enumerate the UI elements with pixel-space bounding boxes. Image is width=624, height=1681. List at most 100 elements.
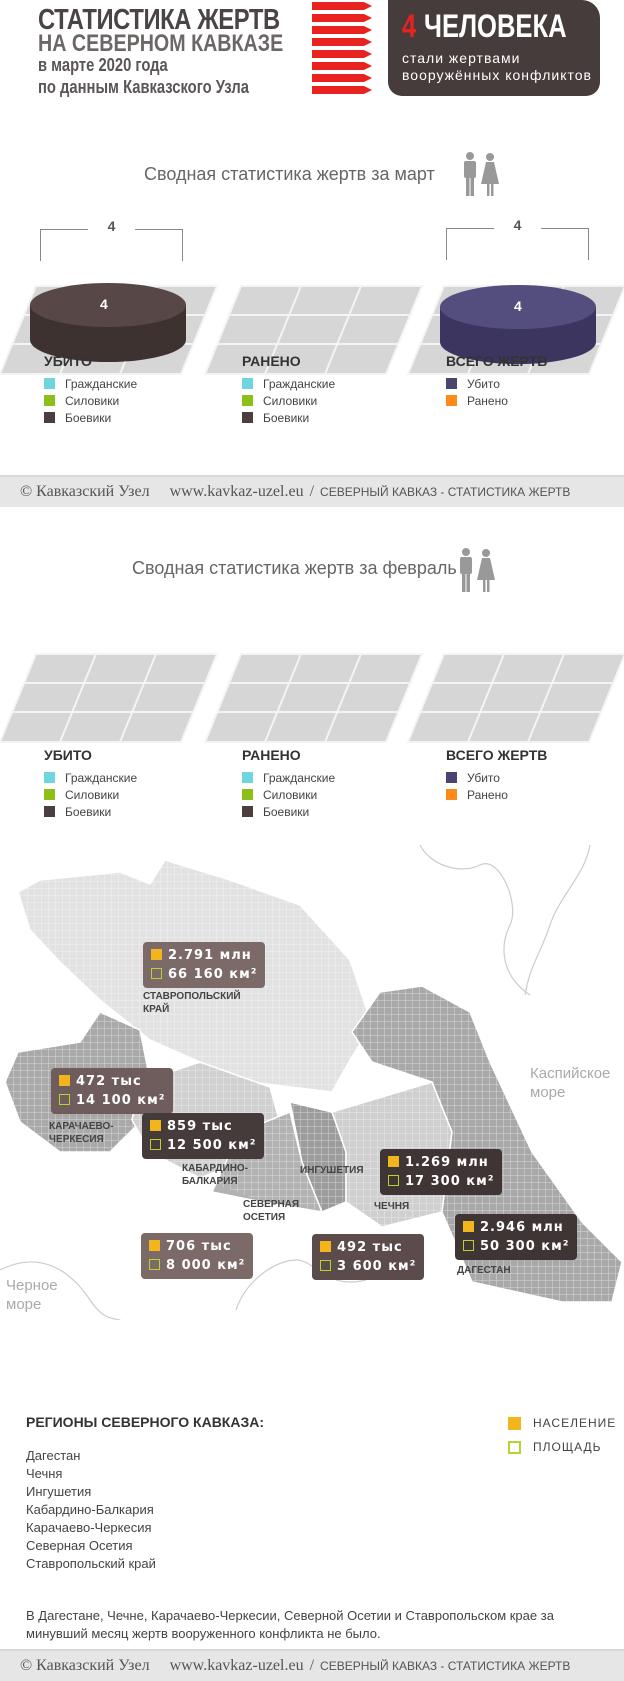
legend-item: Силовики (65, 393, 120, 408)
label-karachaevo: КАРАЧАЕВО-ЧЕРКЕСИЯ (49, 1121, 114, 1145)
region-item: Ставропольский край (26, 1556, 156, 1571)
population-icon (151, 949, 162, 960)
callout-karachaevo: 472 тыс 14 100 км² (51, 1068, 174, 1114)
swatch-security (242, 789, 253, 800)
swatch-security (44, 395, 55, 406)
legend-killed: УБИТО Гражданские Силовики Боевики (44, 353, 137, 426)
march-title: Сводная статистика жертв за март (144, 164, 435, 184)
badge-number: 4 (402, 8, 417, 44)
black-sea-label: Черное море (6, 1277, 58, 1313)
separator: / (309, 483, 315, 500)
legend-item: Убито (467, 770, 500, 785)
legend-item: Силовики (263, 393, 318, 408)
swatch-security (242, 395, 253, 406)
legend-item: Боевики (263, 410, 310, 425)
legend-item: Боевики (263, 804, 310, 819)
badge-text: стали жертвами вооружённых конфликтов (402, 50, 592, 83)
total-bracket: 4 (446, 217, 589, 260)
population-icon (463, 1221, 474, 1232)
key-population: НАСЕЛЕНИЕ (533, 1416, 617, 1430)
swatch-militants (242, 412, 253, 423)
note-text: В Дагестане, Чечне, Карачаево-Черкесии, … (26, 1608, 554, 1641)
badge-word: ЧЕЛОВЕКА (424, 8, 567, 44)
swatch-civilians (44, 772, 55, 783)
region-item: Чечня (26, 1466, 63, 1481)
swatch-wounded (446, 395, 457, 406)
area-icon (151, 968, 162, 979)
callout-stavropol: 2.791 млн 66 160 км² (143, 942, 266, 988)
population-icon (150, 1120, 161, 1131)
swatch-militants (44, 412, 55, 423)
label-stavropol: СТАВРОПОЛЬСКИЙ КРАЙ (143, 991, 241, 1015)
swatch-civilians (44, 378, 55, 389)
swatch-militants (44, 806, 55, 817)
area-icon (150, 1139, 161, 1150)
legend-total: ВСЕГО ЖЕРТВ Убито Ранено (446, 353, 547, 409)
legend-total: ВСЕГО ЖЕРТВ Убито Ранено (446, 747, 547, 803)
legend-item: Гражданские (263, 770, 336, 785)
label-chechnya: ЧЕЧНЯ (374, 1201, 410, 1212)
killed-total-label: 4 (87, 218, 136, 234)
legend-heading: РАНЕНО (242, 353, 301, 369)
legend-item: Боевики (65, 804, 112, 819)
label-ingushetia: ИНГУШЕТИЯ (300, 1165, 364, 1176)
callout-chechnya: 1.269 млн 17 300 км² (380, 1149, 503, 1195)
copyright: © Кавказский Узел (20, 1657, 150, 1674)
february-title: Сводная статистика жертв за февраль (132, 558, 457, 578)
site-link[interactable]: www.kavkaz-uzel.eu (169, 1657, 304, 1674)
legend-heading: УБИТО (44, 747, 92, 763)
legend-item: Убито (467, 376, 500, 391)
separator: / (309, 1657, 315, 1674)
swatch-wounded (446, 789, 457, 800)
region-item: Северная Осетия (26, 1538, 133, 1553)
legend-item: Гражданские (65, 376, 138, 391)
swatch-militants (242, 806, 253, 817)
callout-kabardino: 859 тыс 12 500 км² (142, 1113, 265, 1159)
legend-item: Гражданские (65, 770, 138, 785)
legend-heading: РАНЕНО (242, 747, 301, 763)
footer-caption: СЕВЕРНЫЙ КАВКАЗ - СТАТИСТИКА ЖЕРТВ (320, 485, 571, 499)
label-kabardino: КАБАРДИНО-БАЛКАРИЯ (182, 1163, 249, 1187)
population-icon (59, 1075, 70, 1086)
label-north-ossetia: СЕВЕРНАЯ ОСЕТИЯ (243, 1199, 300, 1223)
region-item: Кабардино-Балкария (26, 1502, 154, 1517)
people-icon (460, 548, 495, 592)
map-key: НАСЕЛЕНИЕ ПЛОЩАДЬ (508, 1411, 616, 1459)
callout-ingushetia: 492 тыс 3 600 км² (312, 1234, 425, 1280)
bullets-icon (312, 2, 372, 94)
legend-heading: ВСЕГО ЖЕРТВ (446, 353, 548, 369)
legend-killed: УБИТО Гражданские Силовики Боевики (44, 747, 137, 820)
swatch-killed (446, 772, 457, 783)
population-icon (388, 1156, 399, 1167)
caspian-sea-label: Каспийское море (530, 1065, 611, 1101)
area-icon (149, 1259, 160, 1270)
wounded-plate (204, 653, 423, 743)
area-icon (508, 1440, 521, 1454)
legend-item: Силовики (263, 787, 318, 802)
legend-item: Боевики (65, 410, 112, 425)
legend-heading: ВСЕГО ЖЕРТВ (446, 747, 548, 763)
total-bracket-label: 4 (493, 217, 542, 233)
legend-item: Ранено (467, 787, 508, 802)
killed-disc (30, 283, 186, 362)
swatch-security (44, 789, 55, 800)
population-icon (149, 1240, 160, 1251)
area-icon (463, 1240, 474, 1251)
title-line1: СТАТИСТИКА ЖЕРТВ (38, 4, 280, 36)
callout-north-ossetia: 706 тыс 8 000 км² (141, 1233, 254, 1279)
legend-wounded: РАНЕНО Гражданские Силовики Боевики (242, 353, 335, 426)
total-disc-value: 4 (514, 298, 522, 314)
key-area: ПЛОЩАДЬ (533, 1440, 602, 1454)
footer-caption: СЕВЕРНЫЙ КАВКАЗ - СТАТИСТИКА ЖЕРТВ (320, 1659, 571, 1673)
site-link[interactable]: www.kavkaz-uzel.eu (169, 483, 304, 500)
killed-total-bracket: 4 (40, 218, 183, 261)
footer-bar: © Кавказский Узел www.kavkaz-uzel.eu / С… (0, 475, 624, 507)
regions-title: РЕГИОНЫ СЕВЕРНОГО КАВКАЗА: (26, 1414, 264, 1430)
title-line2: НА СЕВЕРНОМ КАВКАЗЕ (38, 30, 284, 57)
killed-disc-value: 4 (100, 296, 108, 312)
legend-heading: УБИТО (44, 353, 92, 369)
legend-item: Ранено (467, 393, 508, 408)
swatch-killed (446, 378, 457, 389)
area-icon (59, 1094, 70, 1105)
swatch-civilians (242, 378, 253, 389)
